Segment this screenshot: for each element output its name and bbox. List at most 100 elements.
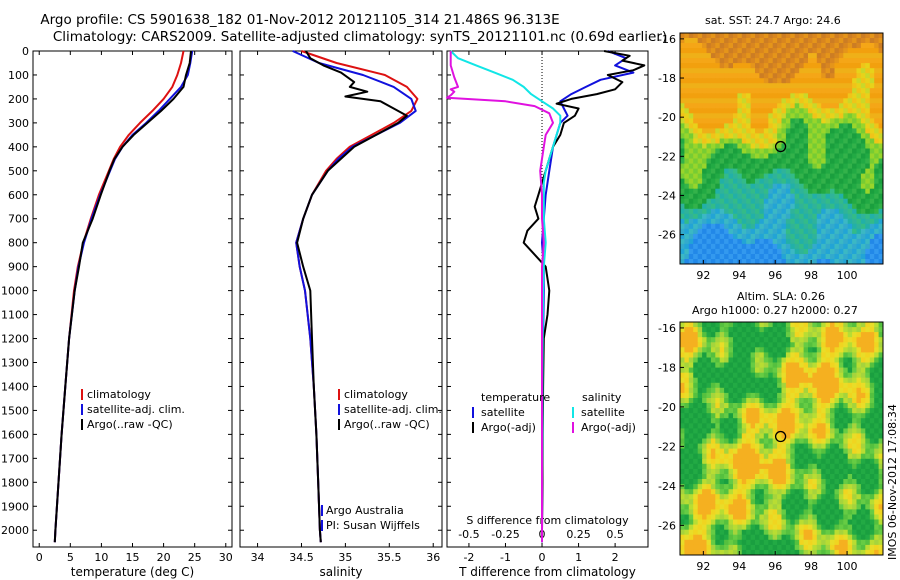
sla-cell (688, 549, 694, 555)
sla-cell (856, 387, 862, 394)
sla-cell (741, 418, 747, 424)
sst-cell (777, 213, 783, 220)
sla-cell (808, 377, 813, 384)
sla-cell (777, 529, 783, 536)
sst-cell (710, 98, 716, 104)
sst-cell (799, 168, 805, 175)
sla-cell (865, 443, 871, 450)
sla-cell (741, 392, 747, 399)
sst-cell (834, 113, 840, 119)
sst-cell (724, 248, 730, 255)
sst-cell (790, 193, 796, 200)
sst-cell (719, 173, 725, 180)
sst-cell (816, 108, 822, 114)
sst-cell (693, 188, 699, 195)
sla-cell (693, 484, 699, 490)
sla-cell (693, 539, 699, 546)
sla-cell (768, 403, 774, 409)
sla-cell (816, 362, 822, 369)
diff-legend-entry: satellite (581, 406, 625, 419)
depth-tick-label: 500 (8, 165, 29, 178)
sst-cell (847, 33, 853, 39)
sla-cell (715, 524, 721, 531)
sla-cell (856, 458, 862, 465)
sla-cell (856, 342, 862, 348)
sst-cell (759, 123, 765, 129)
sla-cell (843, 352, 849, 359)
sst-cell (755, 198, 760, 205)
sla-cell (702, 398, 708, 404)
sst-cell (816, 153, 822, 160)
sla-cells (680, 322, 883, 555)
sla-cell (680, 418, 685, 424)
sst-cell (865, 188, 871, 195)
sla-cell (874, 418, 880, 424)
sst-cell (869, 138, 875, 145)
sst-cell (812, 168, 818, 175)
sla-cell (688, 342, 694, 348)
sst-cell (803, 198, 809, 205)
sst-cell (860, 88, 866, 94)
sst-cell (719, 118, 725, 124)
sla-cell (768, 448, 774, 455)
sla-cell (874, 529, 880, 536)
sla-cell (755, 342, 760, 348)
sla-cell (843, 377, 849, 384)
sla-cell (821, 468, 827, 475)
sst-cell (693, 223, 699, 230)
sst-cell (843, 238, 849, 245)
sst-cell (706, 153, 712, 160)
sst-cell (724, 183, 730, 190)
sla-cell (710, 479, 716, 485)
sst-cell (768, 259, 774, 264)
sst-cell (697, 38, 703, 44)
sst-cell (737, 98, 743, 104)
sla-cell (808, 347, 813, 353)
sla-cell (830, 549, 835, 555)
sst-cell (777, 158, 783, 165)
sst-cell (808, 193, 813, 200)
sst-cell (790, 73, 796, 79)
sla-cell (768, 362, 774, 369)
sst-cell (710, 78, 716, 84)
sla-cell (838, 549, 844, 555)
sla-cell (688, 453, 694, 460)
sla-cell (763, 544, 769, 551)
sst-cell (785, 63, 791, 69)
sst-cell (874, 183, 880, 190)
sal-xtick-label: 34 (251, 551, 265, 564)
sla-cell (710, 362, 716, 369)
sla-cell (759, 499, 765, 505)
sla-cell (821, 387, 827, 394)
sla-cell (816, 387, 822, 394)
sst-cell (759, 168, 765, 175)
sst-cell (821, 193, 827, 200)
sla-cell (830, 423, 835, 429)
sla-ytick-label: -22 (658, 440, 676, 453)
sst-cell (790, 118, 796, 124)
sla-cell (741, 413, 747, 419)
sal-xtick-label: 35.5 (377, 551, 402, 564)
sst-cell (741, 208, 747, 215)
sla-cell (834, 489, 840, 495)
sst-cell (847, 113, 853, 119)
sst-cell (737, 238, 743, 245)
sst-cell (715, 198, 721, 205)
sst-cell (724, 193, 730, 200)
sla-cell (856, 484, 862, 490)
sst-cell (719, 68, 725, 74)
sst-cell (688, 53, 694, 59)
sst-cell (777, 208, 783, 215)
sst-cell (790, 68, 796, 74)
sst-cell (808, 48, 813, 54)
sla-xtick-label: 98 (804, 560, 818, 573)
sla-cell (847, 524, 853, 531)
sst-cell (750, 68, 756, 74)
sla-cell (772, 539, 778, 546)
sla-cell (847, 322, 853, 328)
sst-cell (803, 63, 809, 69)
sst-cell (755, 128, 760, 134)
sla-cell (702, 468, 708, 475)
sla-cell (741, 347, 747, 353)
sla-cell (794, 387, 800, 394)
